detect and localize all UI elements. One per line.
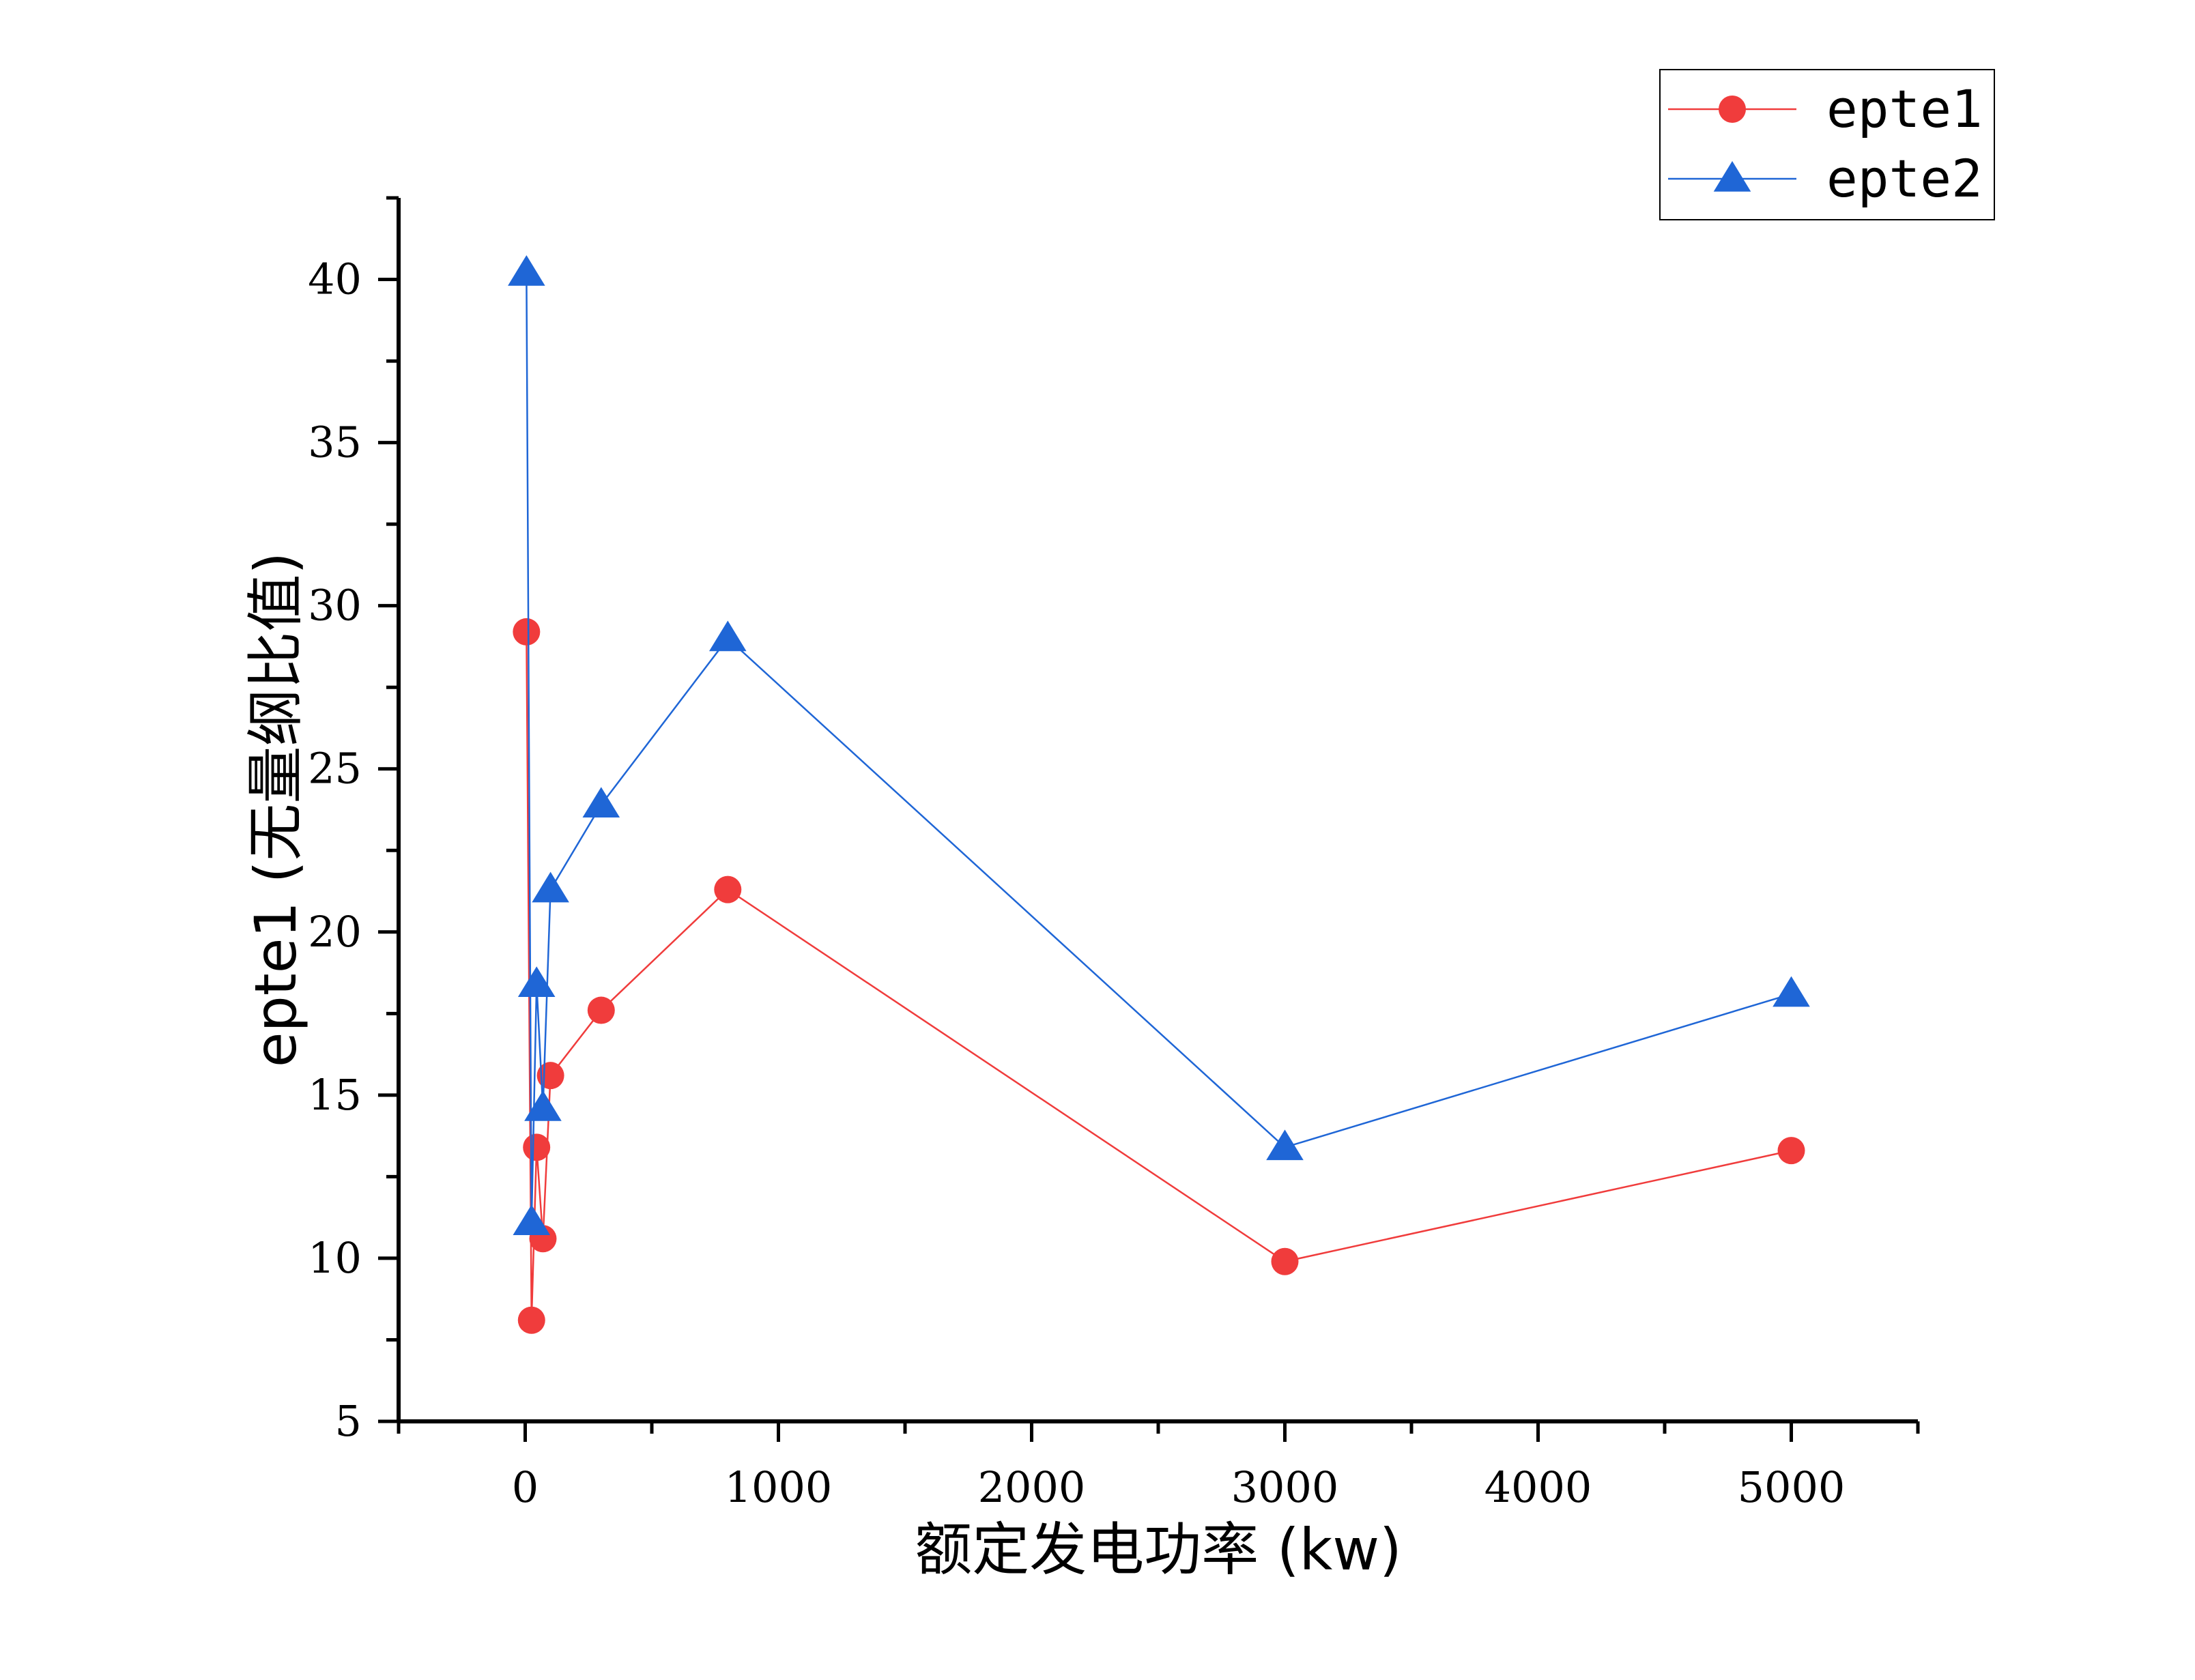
x-tick-label: 5000 — [1738, 1462, 1846, 1512]
y-tick-label: 15 — [308, 1070, 362, 1120]
data-point-epte2 — [582, 787, 620, 818]
data-point-epte1 — [517, 1306, 545, 1334]
data-point-epte2 — [1266, 1129, 1304, 1161]
y-tick-label: 30 — [308, 581, 362, 631]
data-point-epte1 — [714, 875, 742, 903]
legend-marker — [1713, 161, 1751, 192]
data-point-epte2 — [508, 255, 545, 286]
y-axis-title: epte1 (无量纲比值) — [242, 552, 309, 1067]
legend-label: epte2 — [1826, 148, 1983, 209]
data-point-epte2 — [1773, 976, 1810, 1007]
data-point-epte2 — [709, 620, 747, 652]
data-point-epte2 — [513, 1204, 551, 1236]
data-point-epte2 — [532, 871, 569, 903]
x-tick-label: 1000 — [725, 1462, 833, 1512]
x-tick-label: 0 — [512, 1462, 539, 1512]
legend-item-epte1: epte1 — [1668, 78, 1983, 139]
y-tick-label: 10 — [308, 1233, 362, 1283]
x-tick-label: 2000 — [978, 1462, 1086, 1512]
series-epte1 — [513, 618, 1805, 1334]
y-tick-label: 25 — [308, 744, 362, 794]
legend-item-epte2: epte2 — [1668, 148, 1983, 209]
data-point-epte1 — [513, 618, 541, 646]
series-line-epte2 — [526, 272, 1792, 1223]
x-tick-label: 3000 — [1231, 1462, 1339, 1512]
y-tick-label: 5 — [335, 1396, 362, 1446]
data-point-epte1 — [523, 1133, 551, 1161]
data-point-epte1 — [1271, 1247, 1299, 1275]
x-axis-ticks: 0 1000 2000 3000 4000 5000 — [397, 1421, 1920, 1512]
y-tick-label: 20 — [308, 907, 362, 957]
legend-box — [1659, 69, 1995, 220]
y-tick-label: 40 — [308, 255, 362, 304]
legend-marker — [1719, 96, 1746, 123]
data-point-epte1 — [587, 996, 615, 1024]
y-axis-ticks: 5 10 15 20 25 30 35 40 — [308, 196, 399, 1446]
plot-area: 0 1000 2000 3000 4000 5000 5 10 15 20 25 30 35 40 — [308, 196, 1920, 1512]
series-epte2 — [508, 255, 1810, 1236]
x-tick-label: 4000 — [1484, 1462, 1592, 1512]
data-point-epte1 — [1777, 1137, 1805, 1165]
data-point-epte2 — [517, 966, 556, 998]
legend: epte1 epte2 — [1659, 69, 1995, 220]
data-point-epte2 — [524, 1090, 562, 1121]
series-line-epte1 — [526, 631, 1792, 1320]
legend-items: epte1 epte2 — [1668, 78, 1983, 209]
series-layer — [508, 255, 1810, 1334]
legend-label: epte1 — [1826, 78, 1983, 139]
x-axis-title: 额定发电功率 (kw) — [915, 1516, 1402, 1583]
y-tick-label: 35 — [308, 418, 362, 467]
